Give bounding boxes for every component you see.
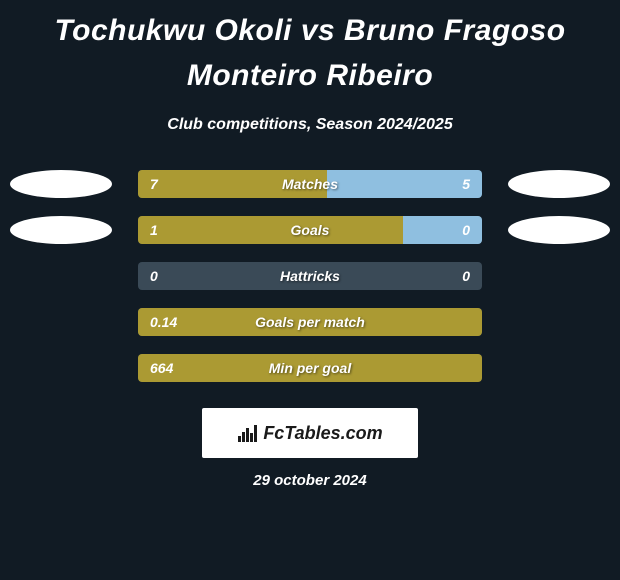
chart-icon xyxy=(237,423,259,443)
stat-bar: 664Min per goal xyxy=(138,354,482,382)
stat-bar: 75Matches xyxy=(138,170,482,198)
player2-badge xyxy=(508,170,610,198)
stat-bar: 0.14Goals per match xyxy=(138,308,482,336)
page-title: Tochukwu Okoli vs Bruno Fragoso Monteiro… xyxy=(0,0,620,98)
stat-bar: 00Hattricks xyxy=(138,262,482,290)
spacer xyxy=(10,354,112,382)
spacer xyxy=(508,354,610,382)
footer-date: 29 october 2024 xyxy=(0,472,620,489)
stat-label: Goals xyxy=(138,216,482,244)
stat-label: Hattricks xyxy=(138,262,482,290)
brand-logo: FcTables.com xyxy=(202,408,418,458)
player1-badge xyxy=(10,216,112,244)
stat-label: Min per goal xyxy=(138,354,482,382)
stat-bar: 10Goals xyxy=(138,216,482,244)
brand-text: FcTables.com xyxy=(263,423,382,444)
stat-row: 75Matches xyxy=(10,170,610,198)
player1-badge xyxy=(10,170,112,198)
stat-row: 10Goals xyxy=(10,216,610,244)
spacer xyxy=(508,308,610,336)
spacer xyxy=(10,308,112,336)
stat-label: Goals per match xyxy=(138,308,482,336)
subtitle: Club competitions, Season 2024/2025 xyxy=(0,116,620,134)
spacer xyxy=(508,262,610,290)
stat-row: 664Min per goal xyxy=(10,354,610,382)
stat-label: Matches xyxy=(138,170,482,198)
stat-row: 0.14Goals per match xyxy=(10,308,610,336)
spacer xyxy=(10,262,112,290)
player2-badge xyxy=(508,216,610,244)
stat-row: 00Hattricks xyxy=(10,262,610,290)
stats-container: 75Matches 10Goals 00Hattricks 0.14Goals per… xyxy=(0,170,620,382)
